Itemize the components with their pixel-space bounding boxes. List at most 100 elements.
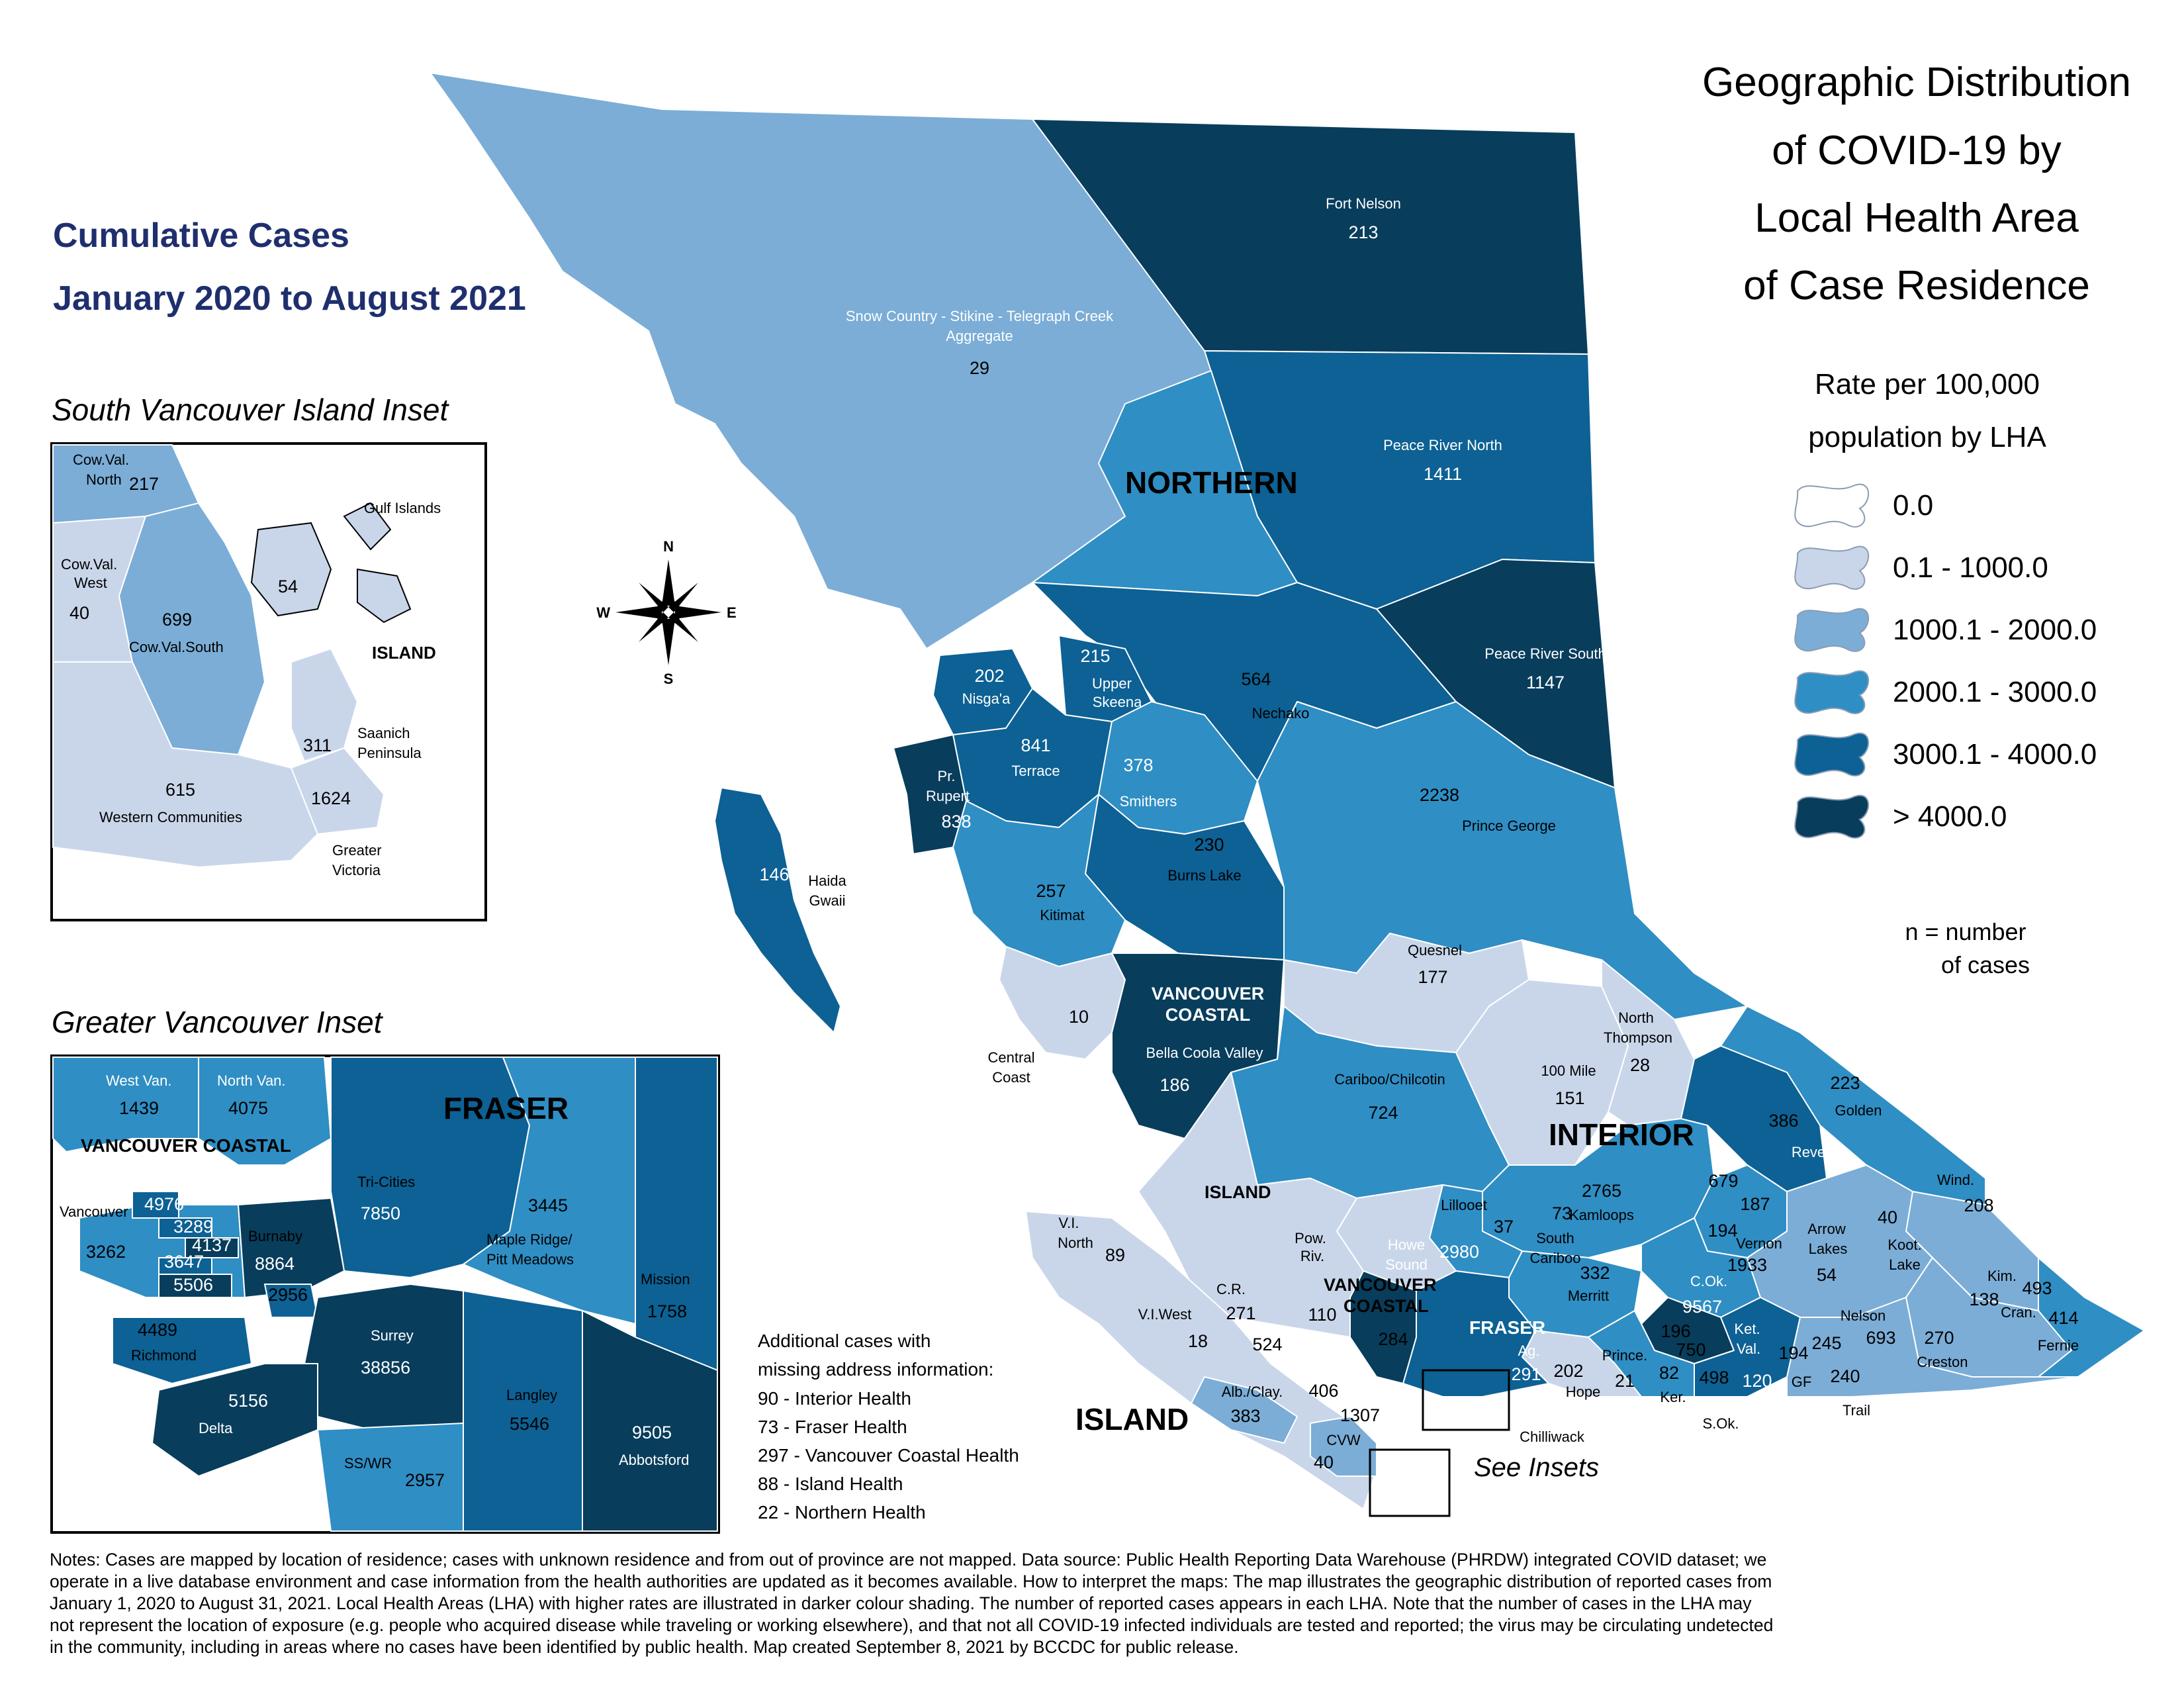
- compass-s: S: [664, 671, 674, 687]
- n-cowichan: 1307: [1340, 1405, 1380, 1425]
- n-qualicum: 524: [1252, 1335, 1282, 1354]
- gv-label-richmond: Richmond: [131, 1347, 197, 1364]
- label-keremeos: Ker.: [1660, 1389, 1686, 1405]
- sv-n-gulf: 54: [278, 577, 298, 596]
- gv-label-west-van: West Van.: [106, 1072, 171, 1089]
- label-fort-nelson: Fort Nelson: [1326, 195, 1401, 212]
- sv-inset: Cow.Val. North 217 Gulf Islands 54 Cow.V…: [50, 442, 487, 921]
- n-cranbrook: 493: [2022, 1278, 2052, 1298]
- gv-label-vancouver: Vancouver: [60, 1203, 128, 1220]
- lha-cowichan: [1310, 1416, 1377, 1477]
- gv-n-v2: 3289: [173, 1217, 213, 1237]
- legend-swatch-2: [1794, 608, 1869, 652]
- sv-label-western: Western Communities: [99, 809, 242, 825]
- missing-heading-1: Additional cases with: [758, 1331, 931, 1351]
- gv-n-v3: 4137: [192, 1235, 232, 1255]
- gv-n-abbotsford: 9505: [632, 1423, 672, 1442]
- n-sunshine-coast: 110: [1308, 1305, 1336, 1325]
- gv-langley: [463, 1289, 583, 1532]
- gv-label-mission: Mission: [641, 1271, 690, 1288]
- missing-line-interior: 90 - Interior Health: [758, 1388, 911, 1409]
- label-powell-river-1: Pow.: [1295, 1230, 1326, 1246]
- n-nisgaa: 202: [974, 666, 1004, 686]
- notes-line-2: operate in a live database environment a…: [50, 1571, 1772, 1591]
- legend-n-note-2: of cases: [1941, 951, 2030, 978]
- compass-n: N: [663, 538, 674, 555]
- label-snow-country-1: Snow Country - Stikine - Telegraph Creek: [846, 308, 1114, 324]
- label-south-cariboo-2: Cariboo: [1529, 1250, 1580, 1266]
- n-prince-george: 2238: [1420, 785, 1459, 805]
- label-revelstoke: Revel.: [1792, 1144, 1833, 1160]
- n-campbell-river: 271: [1226, 1303, 1255, 1323]
- label-kamloops: Kamloops: [1569, 1207, 1634, 1223]
- label-south-okanagan: S.Ok.: [1702, 1415, 1739, 1432]
- label-howe-sound-1: Howe: [1388, 1237, 1425, 1253]
- sv-n-victoria: 1624: [311, 788, 351, 808]
- missing-line-fraser: 73 - Fraser Health: [758, 1417, 907, 1437]
- n-oliver: 498: [1699, 1368, 1729, 1387]
- gv-vancouver-6: [158, 1274, 232, 1298]
- sv-label-cvw-1: Cow.Val.: [61, 556, 117, 573]
- legend-n-note-1: n = number: [1905, 918, 2026, 945]
- lha-labels: Fort Nelson 213 Snow Country - Stikine -…: [759, 195, 2079, 1472]
- legend-title-1: Rate per 100,000: [1815, 368, 2040, 400]
- n-kimberley: 138: [1969, 1289, 1999, 1309]
- label-haida-gwaii-1: Haida: [808, 872, 846, 889]
- gv-label-maple-ridge-2: Pitt Meadows: [486, 1251, 574, 1268]
- label-prince-george: Prince George: [1462, 818, 1556, 834]
- compass-diag: [668, 583, 698, 612]
- label-south-cariboo-1: South: [1536, 1230, 1574, 1246]
- sv-n-cvs: 699: [162, 610, 192, 630]
- see-insets: See Insets: [1474, 1453, 1599, 1482]
- label-powell-river-2: Riv.: [1300, 1248, 1324, 1264]
- label-koot-lake-1: Koot.: [1888, 1237, 1921, 1253]
- n-princeton: 21: [1615, 1371, 1635, 1391]
- compass-e: E: [727, 604, 737, 621]
- n-sechelt: 284: [1378, 1329, 1408, 1349]
- n-central-okanagan: 9567: [1682, 1297, 1722, 1317]
- sv-n-saanich: 311: [303, 735, 332, 755]
- legend-title-2: population by LHA: [1808, 421, 2046, 453]
- province-map: [430, 72, 2145, 1510]
- gv-label-abbotsford: Abbotsford: [619, 1452, 689, 1468]
- compass-diag: [639, 583, 668, 612]
- n-kamloops: 2765: [1582, 1181, 1621, 1201]
- n-lillooet: 37: [1494, 1217, 1514, 1237]
- gv-n-v1: 4976: [144, 1194, 184, 1214]
- compass-w: W: [596, 604, 610, 621]
- n-windermere: 208: [1964, 1196, 1993, 1215]
- label-kettle-valley-2: Val.: [1737, 1340, 1760, 1357]
- gv-n-langley: 5546: [510, 1414, 549, 1434]
- n-vi-west: 18: [1188, 1331, 1208, 1351]
- notes-line-4: not represent the location of exposure (…: [50, 1615, 1773, 1635]
- n-creston: 270: [1924, 1328, 1954, 1348]
- sv-inset-title: South Vancouver Island Inset: [52, 393, 449, 427]
- compass-needle-n: [662, 559, 675, 606]
- label-quesnel: Quesnel: [1408, 942, 1462, 959]
- n-smithers: 378: [1123, 755, 1153, 775]
- sv-label-victoria-1: Greater: [332, 842, 382, 859]
- n-north-thompson: 28: [1630, 1055, 1650, 1075]
- title-line-1: Geographic Distribution: [1702, 60, 2131, 105]
- n-keremeos: 82: [1659, 1363, 1679, 1383]
- lha-vancouver-island: [1025, 1211, 1377, 1510]
- n-revelstoke: 386: [1768, 1111, 1798, 1131]
- label-agassiz: Ag.: [1518, 1342, 1539, 1359]
- gv-n-v4: 3647: [164, 1252, 204, 1272]
- gv-label-surrey: Surrey: [371, 1327, 414, 1344]
- label-creston: Creston: [1917, 1354, 1968, 1370]
- missing-cases: Additional cases with missing address in…: [758, 1331, 1019, 1523]
- label-terrace: Terrace: [1011, 763, 1060, 779]
- n-100-mile: 151: [1555, 1088, 1584, 1108]
- title-line-4: of Case Residence: [1743, 263, 2090, 308]
- legend-label-0: 0.0: [1893, 489, 1933, 522]
- lha-nelson: [1786, 1297, 2079, 1397]
- label-cariboo: Cariboo/Chilcotin: [1334, 1071, 1445, 1088]
- sv-n-cvw: 40: [69, 603, 89, 623]
- n-alberni: 383: [1230, 1406, 1260, 1426]
- missing-line-vch: 297 - Vancouver Coastal Health: [758, 1445, 1019, 1466]
- n-south-cariboo: 73: [1552, 1203, 1572, 1223]
- compass-needle-s: [662, 619, 675, 665]
- region-vc-line2: COASTAL: [1165, 1005, 1251, 1025]
- region-interior: INTERIOR: [1549, 1117, 1694, 1152]
